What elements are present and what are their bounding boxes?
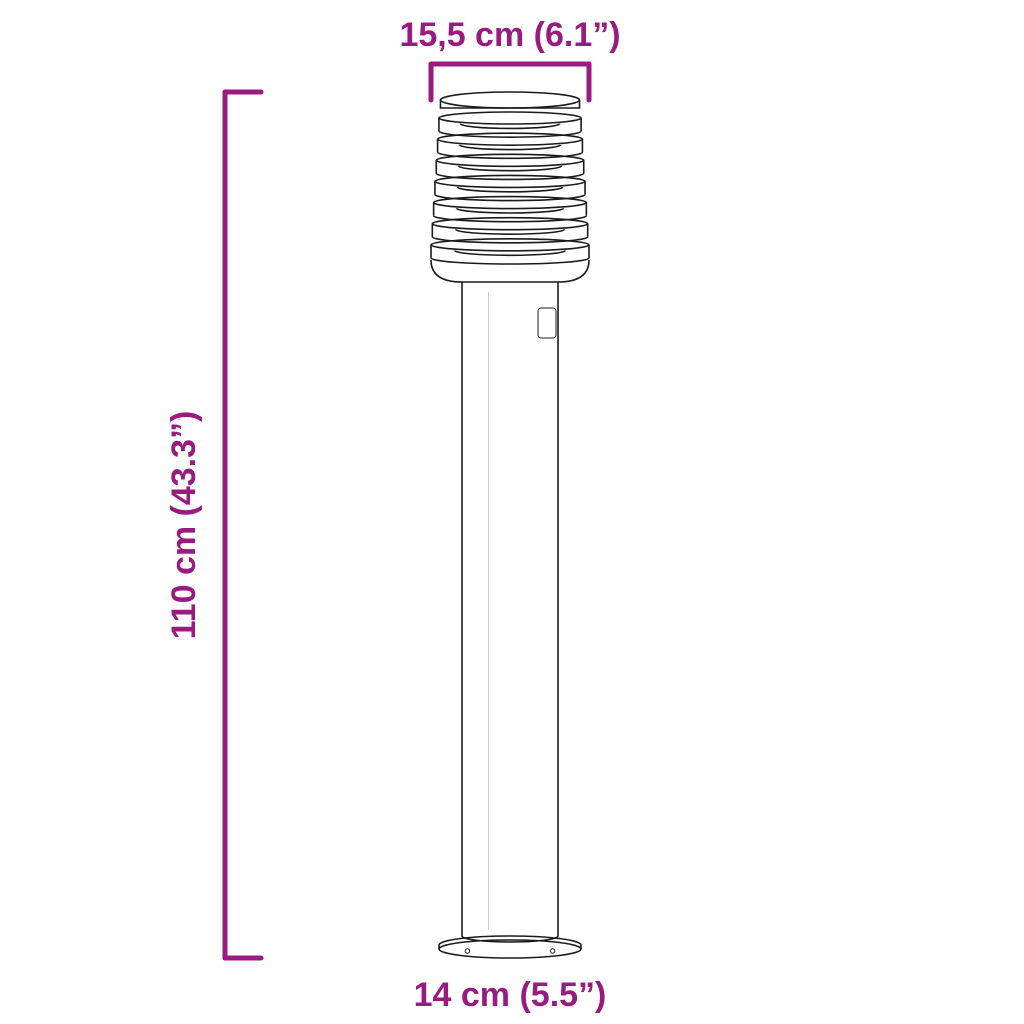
height-label: 110 cm (43.3”) [165,411,203,640]
dimension-diagram: 15,5 cm (6.1”) 110 cm (43.3”) 14 cm (5.5”) [0,0,1024,1024]
top-width-label: 15,5 cm (6.1”) [399,16,620,54]
bottom-width-label: 14 cm (5.5”) [414,976,607,1014]
